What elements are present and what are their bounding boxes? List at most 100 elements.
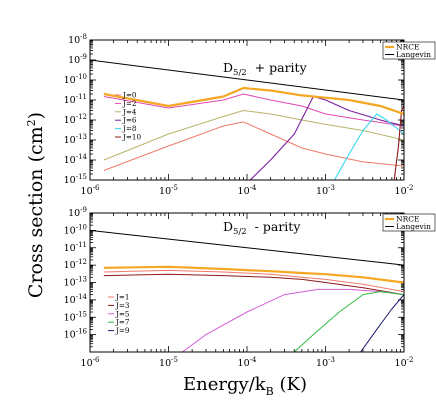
y-tick-base: 10	[64, 278, 76, 289]
x-tick-exp: -3	[328, 356, 335, 364]
x-tick-label: 10-6	[81, 356, 100, 369]
y-tick-exp: -10	[76, 223, 87, 231]
y-tick-label: 10-8	[68, 33, 87, 46]
legend-j-label: J=5	[115, 309, 130, 318]
legend-j-label: J=4	[122, 107, 137, 116]
x-tick-label: 10-2	[395, 356, 414, 369]
y-tick-base: 10	[64, 312, 76, 323]
series-line-j-4	[103, 110, 404, 161]
y-tick-label: 10-10	[64, 73, 87, 86]
legend-label: Langevin	[396, 222, 431, 231]
y-tick-label: 10-14	[64, 153, 88, 166]
figure-ylabel-sup: 2	[25, 119, 38, 126]
y-tick-label: 10-11	[64, 93, 87, 106]
series-line-j-1	[103, 269, 404, 293]
legend-j-label: J=3	[115, 301, 130, 310]
y-tick-label: 10-12	[64, 258, 87, 271]
y-tick-base: 10	[68, 208, 80, 219]
y-tick-base: 10	[68, 35, 80, 46]
panel-title-sub: 5/2	[233, 68, 247, 78]
y-tick-label: 10-15	[64, 310, 87, 323]
x-tick-exp: -4	[250, 356, 257, 364]
x-tick-exp: -6	[93, 356, 100, 364]
panel-title: D5/2 - parity	[223, 219, 301, 237]
legend-j-label: J=7	[115, 318, 130, 327]
figure-xlabel: Energy/kB (K)	[183, 374, 307, 398]
x-tick-exp: -2	[407, 184, 414, 192]
y-tick-base: 10	[64, 260, 76, 271]
series-line-langevin	[90, 59, 404, 101]
x-tick-label: 10-2	[395, 184, 414, 197]
series-line-langevin	[90, 229, 404, 266]
legend-j-label: J=8	[122, 124, 137, 133]
x-tick-exp: -5	[171, 184, 178, 192]
panel-title-main: D	[223, 219, 233, 234]
legend-label: NRCE	[396, 215, 419, 224]
y-tick-label: 10-16	[64, 328, 88, 341]
figure-ylabel-close: )	[25, 112, 47, 119]
y-tick-exp: -8	[80, 33, 87, 41]
y-tick-exp: -14	[76, 293, 88, 301]
legend-j-label: J=9	[115, 326, 130, 335]
y-tick-exp: -13	[76, 133, 87, 141]
x-tick-base: 10	[81, 186, 93, 197]
y-tick-base: 10	[64, 155, 76, 166]
y-tick-base: 10	[64, 225, 76, 236]
series-group	[90, 229, 404, 352]
y-tick-exp: -13	[76, 276, 87, 284]
legend-j-label: J=1	[115, 293, 129, 302]
plot-frame	[89, 39, 405, 181]
series-line-j-0	[103, 121, 404, 171]
series-line-j-3	[103, 273, 404, 296]
series-line-j-8	[333, 113, 404, 180]
panel-title: D5/2 + parity	[223, 60, 308, 78]
figure-xlabel-main: Energy/k	[183, 374, 267, 395]
legend-label: NRCE	[396, 43, 419, 52]
y-tick-exp: -11	[76, 241, 87, 249]
x-tick-base: 10	[81, 358, 93, 369]
x-tick-base: 10	[159, 358, 171, 369]
figure-ylabel-main: Cross section (cm	[25, 126, 47, 298]
y-tick-base: 10	[64, 295, 76, 306]
series-line-j-10	[393, 105, 404, 180]
x-tick-label: 10-6	[81, 184, 100, 197]
figure-xlabel-unit: (K)	[274, 374, 307, 395]
y-tick-base: 10	[64, 135, 76, 146]
legend-j-label: J=2	[122, 99, 136, 108]
y-tick-exp: -14	[76, 153, 88, 161]
y-tick-exp: -16	[76, 328, 88, 336]
figure-ylabel: Cross section (cm2)	[25, 112, 47, 298]
x-tick-exp: -2	[407, 356, 414, 364]
series-group	[90, 59, 404, 180]
y-tick-label: 10-13	[64, 133, 87, 146]
x-tick-base: 10	[238, 186, 250, 197]
x-tick-base: 10	[238, 358, 250, 369]
x-tick-base: 10	[159, 186, 171, 197]
plot-frame	[89, 212, 405, 353]
y-tick-base: 10	[64, 115, 76, 126]
x-tick-exp: -5	[171, 356, 178, 364]
series-line-nrce	[103, 265, 404, 284]
x-tick-exp: -6	[93, 184, 100, 192]
y-tick-label: 10-13	[64, 276, 87, 289]
y-tick-label: 10-15	[64, 173, 87, 186]
figure-xlabel-sub: B	[266, 385, 274, 398]
y-tick-base: 10	[64, 175, 76, 186]
x-tick-label: 10-4	[238, 356, 257, 369]
y-tick-label: 10-11	[64, 241, 87, 254]
x-tick-base: 10	[395, 358, 407, 369]
x-tick-base: 10	[395, 186, 407, 197]
panel-title-rest: + parity	[247, 60, 308, 75]
y-tick-label: 10-14	[64, 293, 88, 306]
y-tick-exp: -11	[76, 93, 87, 101]
panel-minus-parity: 10-6 10-5 10-4 10-3 10-210-910-1010-1110-121…	[64, 206, 436, 369]
x-tick-label: 10-5	[159, 184, 178, 197]
y-tick-exp: -15	[76, 173, 87, 181]
y-tick-base: 10	[64, 75, 76, 86]
x-tick-exp: -4	[250, 184, 257, 192]
y-tick-label: 10-9	[68, 53, 87, 66]
legend-j-label: J=6	[122, 116, 137, 125]
panel-plus-parity: 10-6 10-5 10-4 10-3 10-210-810-910-1010-1110…	[64, 33, 436, 197]
